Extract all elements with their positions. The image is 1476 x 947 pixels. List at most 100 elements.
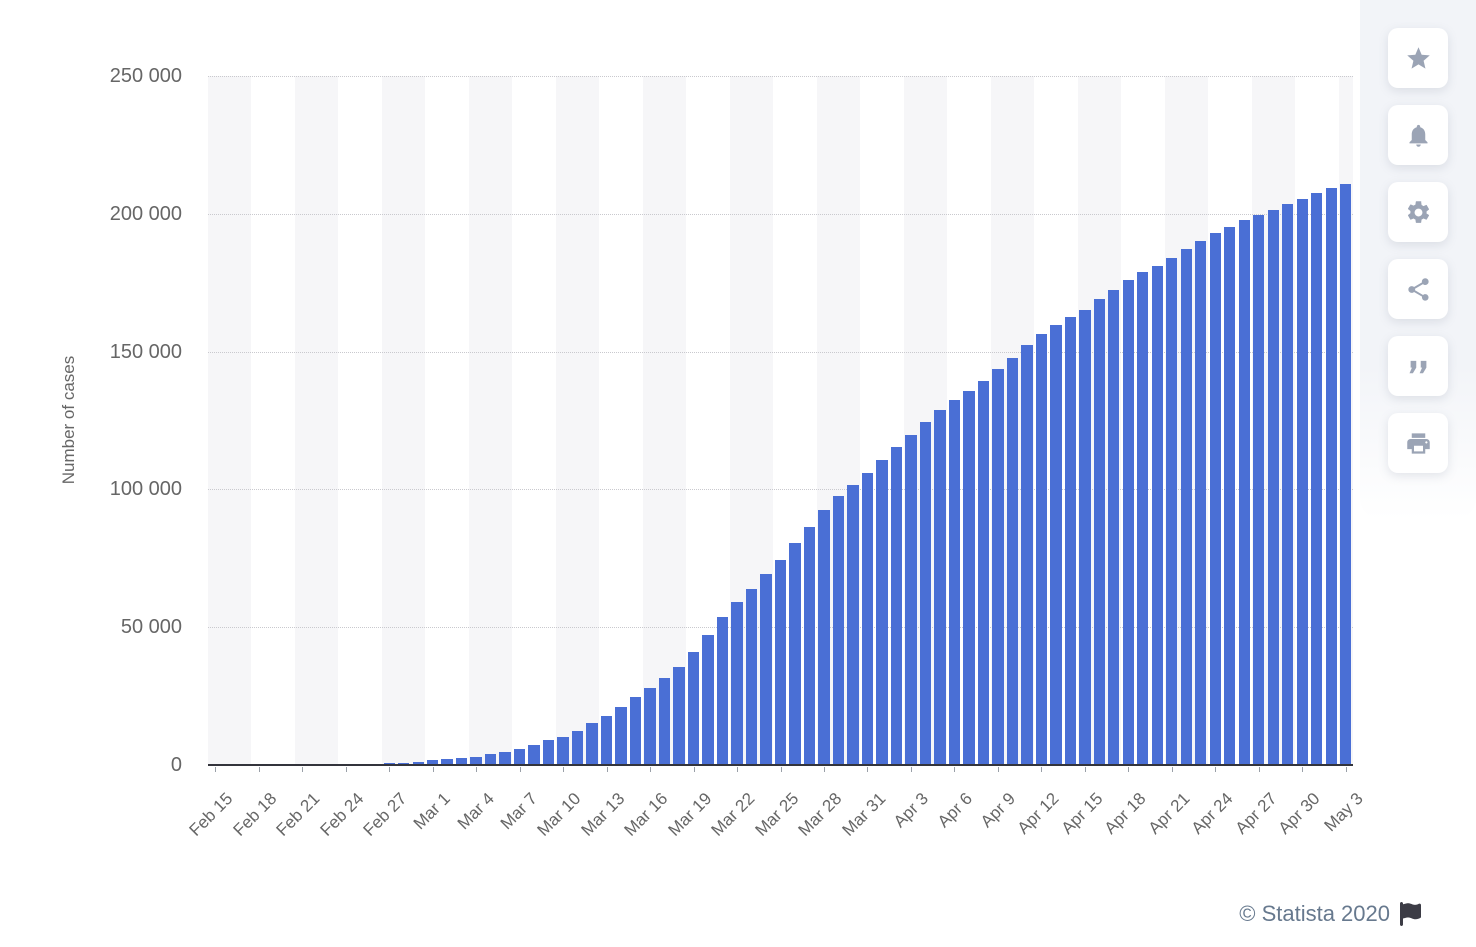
x-tick-label: Feb 27 bbox=[359, 789, 411, 840]
bar[interactable] bbox=[847, 484, 859, 765]
y-tick-label: 50 000 bbox=[120, 616, 182, 639]
bar[interactable] bbox=[977, 380, 990, 765]
background-band bbox=[381, 76, 426, 765]
bar[interactable] bbox=[658, 678, 671, 765]
bar[interactable] bbox=[673, 666, 685, 765]
bar[interactable] bbox=[876, 460, 888, 765]
x-tick-label: Feb 24 bbox=[316, 789, 368, 840]
flag-icon[interactable] bbox=[1400, 902, 1424, 926]
bar[interactable] bbox=[1006, 358, 1019, 765]
x-tick-mark bbox=[1041, 767, 1043, 772]
bar[interactable] bbox=[1209, 233, 1221, 765]
bar[interactable] bbox=[905, 434, 917, 765]
background-band bbox=[555, 76, 600, 765]
x-tick-label: Apr 3 bbox=[890, 789, 933, 832]
bar[interactable] bbox=[1238, 220, 1250, 765]
x-tick-label: Feb 15 bbox=[185, 789, 237, 840]
bar[interactable] bbox=[992, 369, 1004, 765]
bar[interactable] bbox=[586, 723, 598, 765]
bar[interactable] bbox=[716, 617, 729, 765]
share-button[interactable] bbox=[1388, 259, 1448, 319]
y-tick-label: 100 000 bbox=[109, 478, 182, 501]
bar[interactable] bbox=[513, 748, 526, 765]
settings-button[interactable] bbox=[1388, 182, 1448, 242]
bar[interactable] bbox=[571, 730, 584, 765]
bar[interactable] bbox=[687, 651, 700, 765]
bar[interactable] bbox=[600, 716, 613, 765]
bar[interactable] bbox=[644, 687, 656, 765]
y-tick-label: 200 000 bbox=[109, 202, 182, 225]
favorite-button[interactable] bbox=[1388, 28, 1448, 88]
bar[interactable] bbox=[1079, 309, 1091, 765]
bar[interactable] bbox=[760, 574, 772, 765]
bar[interactable] bbox=[528, 744, 540, 765]
bar[interactable] bbox=[412, 761, 424, 765]
bar[interactable] bbox=[484, 754, 497, 765]
x-tick-mark bbox=[345, 767, 347, 772]
x-tick-mark bbox=[1215, 767, 1217, 772]
bar[interactable] bbox=[861, 473, 874, 765]
bar[interactable] bbox=[1180, 248, 1192, 765]
bar[interactable] bbox=[1035, 334, 1048, 765]
bar[interactable] bbox=[398, 762, 410, 765]
print-button[interactable] bbox=[1388, 413, 1448, 473]
bar[interactable] bbox=[1137, 271, 1149, 765]
bar[interactable] bbox=[1253, 215, 1265, 765]
bar[interactable] bbox=[919, 421, 932, 765]
share-icon bbox=[1407, 277, 1429, 301]
bar[interactable] bbox=[832, 495, 845, 765]
x-tick-mark bbox=[1128, 767, 1130, 772]
bar[interactable] bbox=[702, 635, 714, 765]
bar[interactable] bbox=[557, 737, 569, 765]
bar[interactable] bbox=[470, 756, 482, 765]
bar[interactable] bbox=[1267, 209, 1279, 765]
bar[interactable] bbox=[455, 758, 468, 765]
bar[interactable] bbox=[731, 602, 743, 765]
bar[interactable] bbox=[1166, 258, 1178, 765]
bar[interactable] bbox=[774, 560, 787, 765]
bar[interactable] bbox=[1108, 289, 1120, 765]
notifications-button[interactable] bbox=[1388, 105, 1448, 165]
bar[interactable] bbox=[1282, 203, 1294, 765]
x-tick-label: Mar 10 bbox=[533, 789, 585, 840]
gridline bbox=[208, 489, 1353, 491]
bar[interactable] bbox=[1093, 299, 1105, 765]
cite-button[interactable] bbox=[1388, 336, 1448, 396]
bar[interactable] bbox=[948, 399, 961, 765]
x-tick-mark bbox=[997, 767, 999, 772]
x-tick-mark bbox=[1171, 767, 1173, 772]
bar[interactable] bbox=[427, 760, 439, 765]
bar[interactable] bbox=[745, 588, 758, 765]
bar[interactable] bbox=[1325, 188, 1337, 765]
bar[interactable] bbox=[542, 739, 555, 765]
x-tick-label: Apr 21 bbox=[1144, 789, 1194, 838]
bar[interactable] bbox=[1311, 193, 1323, 765]
bar[interactable] bbox=[1050, 325, 1062, 765]
bar[interactable] bbox=[934, 409, 946, 765]
y-axis-labels: 0 50 000 100 000 150 000 200 000 250 000 bbox=[0, 0, 182, 947]
bar[interactable] bbox=[1151, 265, 1163, 765]
x-axis-line bbox=[208, 764, 1353, 766]
bar[interactable] bbox=[1122, 280, 1134, 765]
x-tick-label: Feb 21 bbox=[272, 789, 324, 840]
bar[interactable] bbox=[803, 526, 816, 765]
bar[interactable] bbox=[1224, 226, 1236, 765]
bar[interactable] bbox=[1195, 241, 1207, 765]
action-toolbar bbox=[1388, 28, 1448, 473]
bar[interactable] bbox=[1021, 345, 1033, 765]
bar[interactable] bbox=[441, 759, 453, 765]
bar[interactable] bbox=[1340, 184, 1352, 765]
bar[interactable] bbox=[890, 447, 903, 765]
x-tick-mark bbox=[867, 767, 869, 772]
bar[interactable] bbox=[1064, 317, 1076, 765]
bar[interactable] bbox=[789, 542, 801, 765]
x-tick-label: Apr 24 bbox=[1187, 789, 1237, 838]
x-tick-mark bbox=[476, 767, 478, 772]
bar[interactable] bbox=[963, 391, 975, 765]
bar[interactable] bbox=[499, 752, 511, 765]
bar[interactable] bbox=[1296, 198, 1308, 765]
bar[interactable] bbox=[615, 706, 627, 765]
bar[interactable] bbox=[629, 696, 642, 765]
x-tick-label: Apr 18 bbox=[1100, 789, 1150, 838]
bar[interactable] bbox=[818, 510, 830, 765]
